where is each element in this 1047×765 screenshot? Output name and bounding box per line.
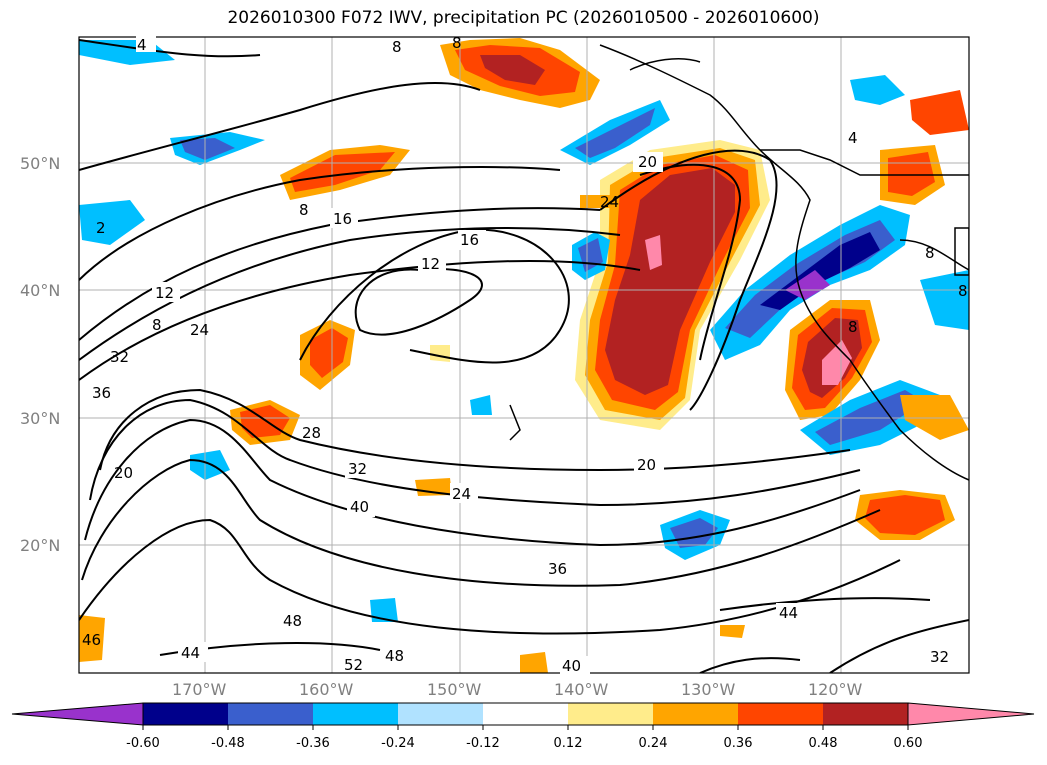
contour-label: 32 — [110, 348, 129, 366]
colorbar-outline — [142, 702, 909, 726]
colorbar-segment — [398, 703, 483, 725]
contour-label: 36 — [92, 384, 111, 402]
lon-label-120w: 120°W — [808, 680, 863, 699]
precip-shading — [79, 38, 969, 673]
contour-label: 8 — [958, 282, 968, 300]
contour-label: 8 — [925, 244, 935, 262]
contour-label: 40 — [350, 498, 369, 516]
contour-label: 44 — [181, 644, 200, 662]
colorbar-tick-label: -0.12 — [466, 736, 500, 751]
colorbar-tick-label: 0.12 — [554, 736, 583, 751]
lon-label-160w: 160°W — [299, 680, 354, 699]
colorbar-segment — [313, 703, 398, 725]
colorbar-tick-label: 0.60 — [894, 736, 923, 751]
coastline — [509, 44, 969, 481]
contour-label: 8 — [299, 201, 309, 219]
colorbar-segment — [653, 703, 738, 725]
contour-label: 20 — [114, 464, 133, 482]
contour-label: 8 — [452, 34, 462, 52]
colorbar-tick-label: -0.60 — [126, 736, 160, 751]
colorbar-tick-label: 0.36 — [724, 736, 753, 751]
contour-label: 8 — [152, 316, 162, 334]
latitude-axis: 50°N 40°N 30°N 20°N — [20, 154, 60, 555]
lat-label-20n: 20°N — [20, 536, 60, 555]
contour-label: 4 — [137, 36, 147, 54]
colorbar-segment — [143, 703, 228, 725]
contour-label: 12 — [421, 255, 440, 273]
contour-label: 16 — [333, 210, 352, 228]
colorbar-segment — [228, 703, 313, 725]
contour-label: 20 — [638, 153, 657, 171]
colorbar: -0.60 -0.48 -0.36 -0.24 -0.12 0.12 0.24 0.36 0.4… — [11, 702, 1035, 751]
contour-label: 16 — [460, 231, 479, 249]
iwv-contours — [79, 39, 969, 673]
contour-label: 44 — [779, 604, 798, 622]
colorbar-segment — [568, 703, 653, 725]
map-area — [79, 37, 969, 673]
contour-label: 28 — [302, 424, 321, 442]
contour-label: 48 — [283, 612, 302, 630]
contour-label: 4 — [848, 129, 858, 147]
plot-title: 2026010300 F072 IWV, precipitation PC (2… — [227, 8, 820, 28]
contour-label: 32 — [930, 648, 949, 666]
contour-label: 24 — [452, 485, 471, 503]
colorbar-tick-label: 0.48 — [809, 736, 838, 751]
contour-label: 36 — [548, 560, 567, 578]
lon-label-150w: 150°W — [427, 680, 482, 699]
longitude-axis: 170°W 160°W 150°W 140°W 130°W 120°W — [172, 680, 863, 699]
contour-label: 40 — [562, 657, 581, 675]
colorbar-extend-low — [11, 702, 144, 726]
colorbar-tick-label: -0.36 — [296, 736, 330, 751]
lat-label-30n: 30°N — [20, 409, 60, 428]
colorbar-segment — [483, 703, 568, 725]
contour-label: 48 — [385, 647, 404, 665]
lat-label-40n: 40°N — [20, 281, 60, 300]
lat-label-50n: 50°N — [20, 154, 60, 173]
contour-label: 2 — [96, 219, 106, 237]
contour-labels: 4 8 8 4 2 8 16 16 12 12 20 24 8 8 24 32 … — [82, 34, 968, 675]
lon-label-170w: 170°W — [172, 680, 227, 699]
contour-label: 8 — [848, 318, 858, 336]
contour-label: 20 — [637, 456, 656, 474]
contour-label: 32 — [348, 460, 367, 478]
contour-label: 24 — [600, 193, 619, 211]
colorbar-tick-label: 0.24 — [639, 736, 668, 751]
contour-label: 46 — [82, 631, 101, 649]
lon-label-140w: 140°W — [554, 680, 609, 699]
colorbar-extend-high — [907, 702, 1035, 726]
colorbar-tick-label: -0.48 — [211, 736, 245, 751]
colorbar-tick-label: -0.24 — [381, 736, 415, 751]
graticule — [79, 37, 969, 673]
colorbar-segment — [738, 703, 823, 725]
contour-label: 12 — [155, 284, 174, 302]
lon-label-130w: 130°W — [681, 680, 736, 699]
contour-label: 8 — [392, 38, 402, 56]
map-frame — [78, 36, 970, 674]
colorbar-segment — [823, 703, 908, 725]
contour-label: 52 — [344, 656, 363, 674]
contour-label: 24 — [190, 321, 209, 339]
